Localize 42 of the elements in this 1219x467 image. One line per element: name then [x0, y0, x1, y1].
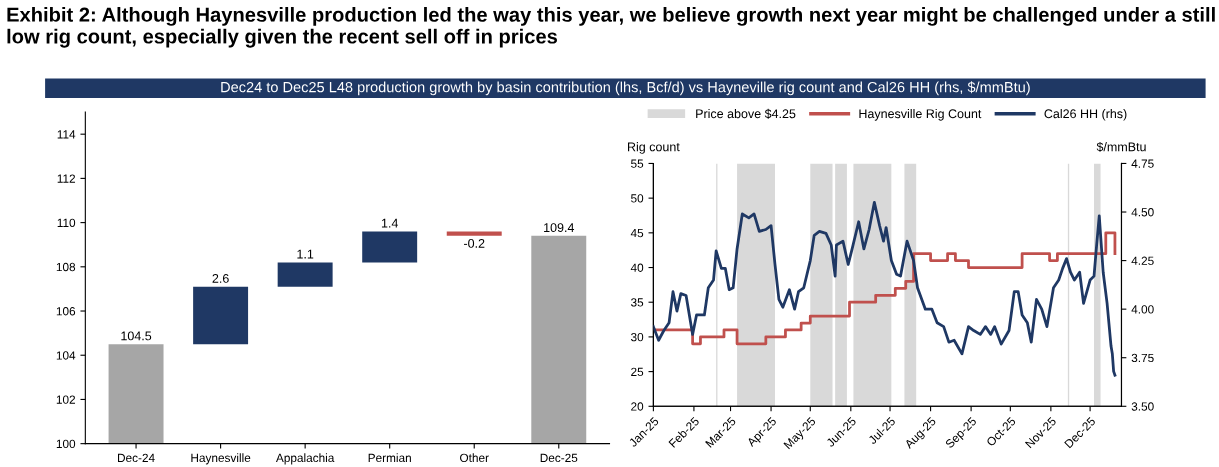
- legend-label: Cal26 HH (rhs): [1044, 108, 1127, 121]
- y-tick-label: 114: [57, 130, 76, 139]
- y2-tick-label: 4.00: [1131, 305, 1154, 314]
- y-tick-label: 30: [630, 332, 644, 342]
- y-tick-label: 50: [631, 194, 644, 203]
- y-tick-label: 35: [630, 298, 644, 307]
- y-axis-title: Rig count: [628, 142, 680, 154]
- y2-tick-label: 4.25: [1131, 256, 1154, 265]
- y-tick-label: 110: [57, 218, 76, 227]
- y2-axis-title: $/mmBtu: [1096, 141, 1146, 153]
- legend-label: Haynesville Rig Count: [859, 108, 982, 121]
- chart-subtitle: Dec24 to Dec25 L48 production growth by basin contribution (lhs, Bcf/d) vs Hayneville rig count and Cal26 HH (rhs, $/mmBtu): [221, 81, 1030, 96]
- y-tick-label: 108: [56, 262, 76, 272]
- line-series: [653, 200, 1117, 377]
- chart-title: Exhibit 2: Although Haynesville production led the way this year, we believe growth next year might be challenged under a still low rig count, especially given the recent sell off in prices: [7, 7, 1215, 48]
- y-tick-label: 104: [56, 351, 76, 360]
- x-tick-label: Permian: [368, 453, 411, 463]
- data-label: 104.5: [121, 331, 152, 341]
- y2-tick-label: 3.75: [1131, 353, 1154, 363]
- y2-tick-label: 4.50: [1131, 208, 1154, 217]
- data-label: 109.4: [544, 223, 575, 233]
- x-tick-label: Dec-24: [118, 453, 155, 463]
- y-tick-label: 25: [631, 367, 644, 376]
- y-tick-label: 20: [631, 402, 644, 411]
- x-tick-label: Haynesville: [191, 453, 251, 465]
- y-tick-label: 112: [57, 174, 76, 183]
- data-label: 2.6: [212, 274, 229, 283]
- legend-label: Price above $4.25: [696, 108, 796, 119]
- y-tick-label: 106: [56, 307, 76, 316]
- y-tick-label: 40: [630, 263, 644, 272]
- data-label: 1.1: [297, 249, 314, 259]
- y-tick-label: 100: [56, 439, 76, 449]
- x-tick-label: Dec-25: [540, 453, 578, 463]
- y-tick-label: 45: [630, 228, 644, 238]
- y-tick-label: 55: [631, 159, 644, 168]
- y-tick-label: 102: [56, 395, 76, 404]
- y2-tick-label: 3.50: [1131, 402, 1154, 411]
- data-label: 1.4: [381, 218, 399, 228]
- x-tick-label: Appalachia: [275, 453, 335, 465]
- y2-tick-label: 4.75: [1131, 159, 1154, 168]
- x-tick-label: Other: [460, 453, 489, 463]
- data-label: -0.2: [464, 238, 485, 248]
